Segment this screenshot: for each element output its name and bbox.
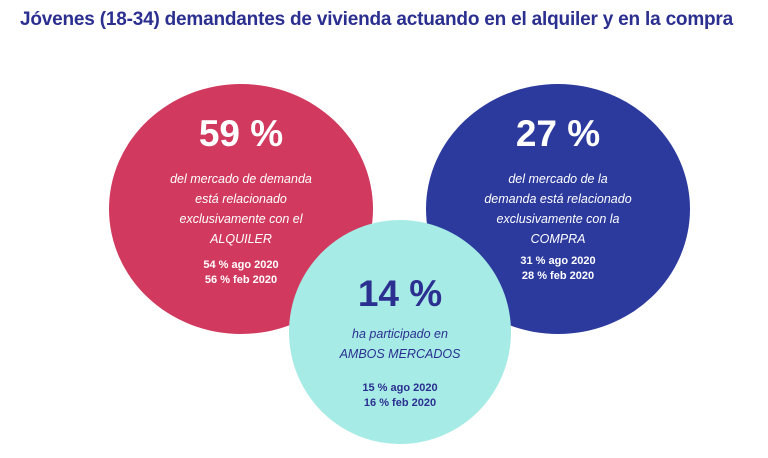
buy-history-line: 31 % ago 2020 [520, 255, 596, 267]
both-history-line: 15 % ago 2020 [362, 382, 438, 394]
rent-history: 54 % ago 2020 56 % feb 2020 [109, 258, 373, 288]
rent-desc-line: exclusivamente con el [179, 212, 303, 226]
page-title: Jóvenes (18-34) demandantes de vivienda … [20, 9, 733, 30]
buy-desc-line: exclusivamente con la [496, 212, 620, 226]
rent-desc-line: del mercado de demanda [170, 172, 312, 186]
buy-history: 31 % ago 2020 28 % feb 2020 [426, 254, 690, 284]
buy-description: del mercado de la demanda está relaciona… [426, 169, 690, 249]
both-description: ha participado en AMBOS MERCADOS [289, 324, 511, 364]
rent-history-line: 56 % feb 2020 [204, 274, 278, 286]
rent-desc-line: está relacionado [195, 192, 287, 206]
buy-desc-line: demanda está relacionado [484, 192, 632, 206]
rent-description: del mercado de demanda está relacionado … [109, 169, 373, 249]
rent-history-line: 54 % ago 2020 [203, 259, 279, 271]
both-desc-line: ha participado en [352, 327, 448, 341]
both-history-line: 16 % feb 2020 [363, 397, 437, 409]
circle-both-markets: 14 % ha participado en AMBOS MERCADOS 15… [289, 220, 511, 444]
both-percent: 14 % [357, 273, 443, 314]
rent-desc-line: ALQUILER [210, 232, 272, 246]
both-history: 15 % ago 2020 16 % feb 2020 [289, 381, 511, 411]
both-desc-line: AMBOS MERCADOS [339, 347, 461, 361]
buy-desc-line: COMPRA [530, 232, 586, 246]
circle-rent: 59 % del mercado de demanda está relacio… [109, 84, 373, 334]
rent-percent: 59 % [198, 113, 284, 154]
buy-history-line: 28 % feb 2020 [521, 270, 595, 282]
buy-desc-line: del mercado de la [508, 172, 608, 186]
buy-percent: 27 % [515, 113, 601, 154]
